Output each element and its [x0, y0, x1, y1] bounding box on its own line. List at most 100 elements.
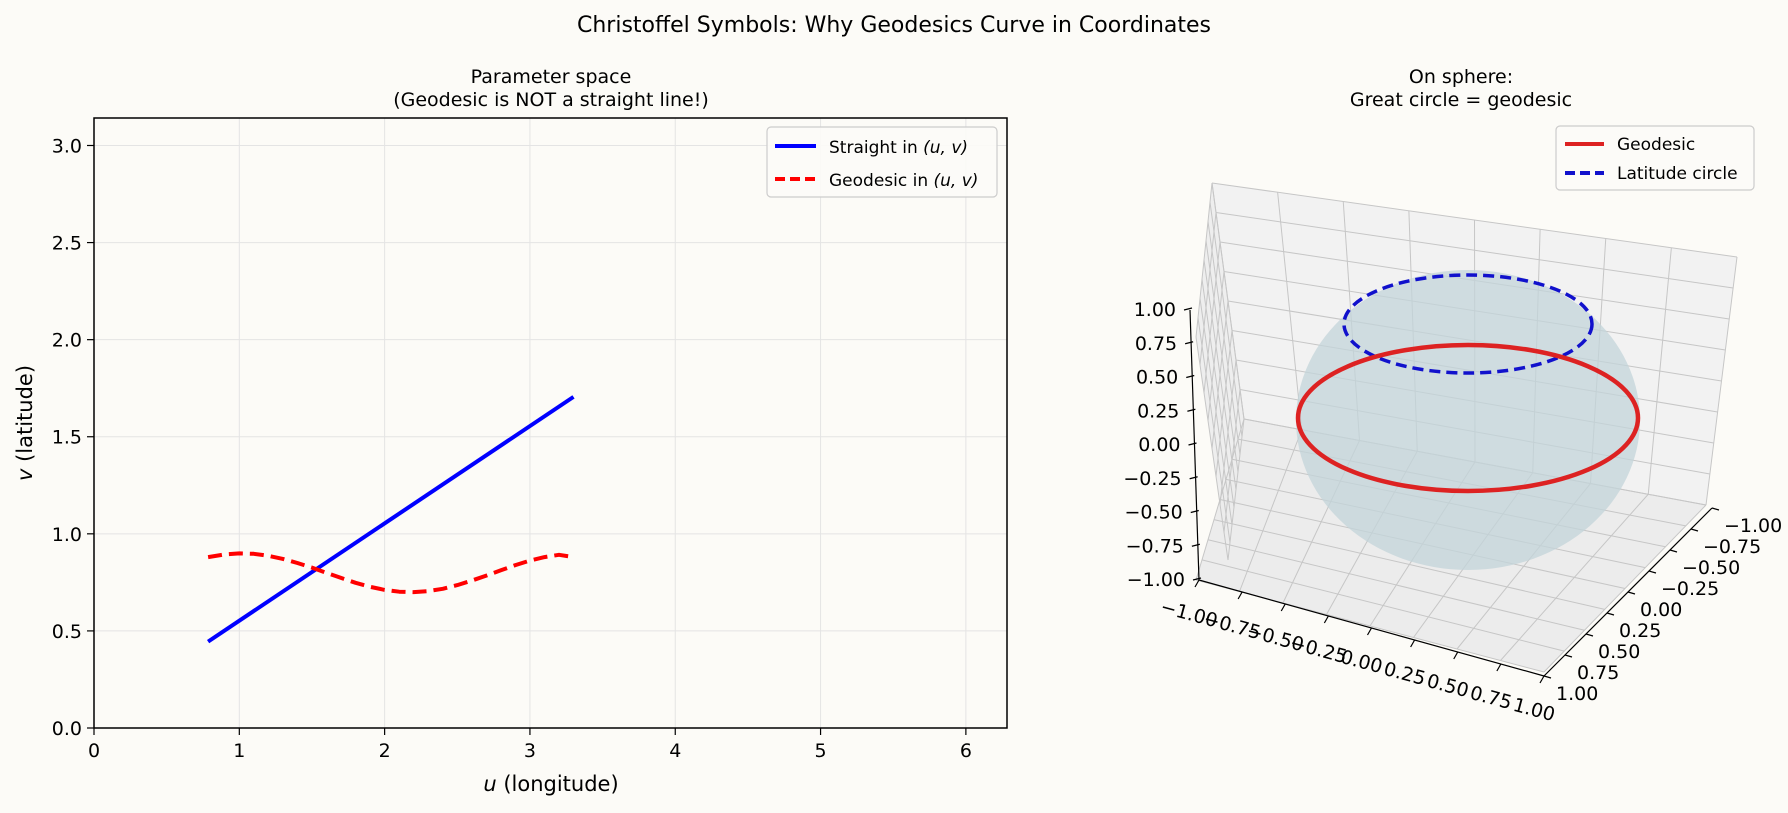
back-wall-gridline — [1205, 240, 1239, 472]
z-tick-mark — [1191, 543, 1201, 547]
left-grid — [93, 118, 1007, 729]
z-ticks: −1.00 −0.75 −0.50 −0.25 0.00 0.25 0.50 0.75 1.00 — [1123, 299, 1202, 591]
z-axis-line — [1189, 309, 1200, 581]
geodesic-curve — [1295, 342, 1641, 494]
x3d-tick-mark — [1539, 675, 1545, 684]
left-x-axis-text: (longitude) — [497, 772, 619, 796]
right-legend: Geodesic Latitude circle — [1555, 125, 1755, 191]
y-tick-label: 1.5 — [52, 427, 82, 449]
y3d-tick-label: −0.75 — [1703, 536, 1761, 558]
right-wall-gridline — [1647, 247, 1672, 495]
x3d-tick-mark — [1366, 627, 1373, 636]
z-tick-label: 0.50 — [1136, 367, 1178, 389]
x3d-tick-mark — [1323, 615, 1329, 624]
x3d-tick-mark — [1453, 651, 1459, 660]
right-chart-title-line2: Great circle = geodesic — [1350, 89, 1572, 111]
left-x-axis-var: u — [483, 772, 496, 796]
parameter-space-chart: Parameter space (Geodesic is NOT a strai… — [13, 66, 1008, 796]
y3d-tick-label: −0.50 — [1682, 557, 1740, 579]
z-tick-mark — [1190, 509, 1199, 514]
z-tick-label: −1.00 — [1127, 569, 1185, 591]
left-y-axis-label: v (latitude) — [13, 365, 37, 481]
z-tick-label: −0.50 — [1125, 502, 1183, 524]
left-x-axis-label: u (longitude) — [483, 772, 618, 796]
x3d-tick-mark — [1280, 603, 1286, 612]
x3d-tick-mark — [1194, 579, 1200, 588]
x-tick-label: 4 — [669, 740, 681, 762]
left-y-axis-text: (latitude) — [13, 365, 37, 469]
y-tick-label: 2.5 — [52, 233, 82, 255]
y3d-tick-label: 0.25 — [1619, 620, 1661, 642]
y3d-tick-mark — [1669, 549, 1678, 553]
back-wall-gridline — [1215, 330, 1233, 477]
y3d-tick-mark — [1606, 612, 1615, 616]
x3d-tick-mark — [1496, 663, 1502, 672]
left-chart-title-line1: Parameter space — [471, 66, 632, 88]
left-y-ticks: 0.0 0.5 1.0 1.5 2.0 2.5 3.0 — [52, 135, 94, 740]
x3d-tick-label: 1.00 — [1511, 694, 1558, 726]
left-legend-straight-text: Straight in — [829, 138, 923, 158]
y-ticks: −1.00−0.75−0.50−0.250.000.250.500.751.00 — [1543, 507, 1782, 705]
floor-gridline — [1543, 504, 1707, 673]
left-legend-straight-math: (u, v) — [923, 138, 968, 158]
x-tick-label: 2 — [379, 740, 391, 762]
x-tick-label: 3 — [524, 740, 536, 762]
y3d-tick-label: 0.75 — [1577, 662, 1619, 684]
z-tick-label: 0.00 — [1138, 434, 1180, 456]
z-tick-mark — [1192, 577, 1202, 581]
z-tick-label: −0.75 — [1126, 535, 1184, 557]
z-tick-mark — [1183, 307, 1193, 311]
geodesic-series — [207, 551, 574, 595]
back-wall-gridline — [1203, 259, 1237, 490]
y3d-tick-label: 0.00 — [1640, 599, 1682, 621]
left-legend: Straight in (u, v) Geodesic in (u, v) — [766, 126, 998, 198]
left-legend-label-geodesic: Geodesic in (u, v) — [829, 171, 978, 191]
x3d-tick-label: 0.50 — [1424, 670, 1471, 702]
y3d-tick-mark — [1564, 654, 1573, 658]
back-wall-gridline — [1207, 221, 1241, 455]
right-wall-gridline — [1705, 256, 1738, 506]
left-y-axis-var: v — [13, 468, 37, 481]
y3d-tick-label: 0.50 — [1598, 641, 1640, 663]
y3d-tick-mark — [1585, 633, 1594, 637]
y3d-tick-mark — [1690, 528, 1699, 532]
z-tick-mark — [1189, 476, 1198, 480]
y-tick-label: 2.0 — [52, 330, 82, 352]
left-legend-geodesic-math: (u, v) — [934, 171, 979, 191]
z-tick-label: −0.25 — [1123, 468, 1181, 490]
x-tick-label: 5 — [815, 740, 827, 762]
y-tick-label: 1.0 — [52, 524, 82, 546]
x3d-tick-label: 0.75 — [1468, 682, 1515, 714]
y3d-tick-mark — [1648, 570, 1657, 574]
z-tick-mark — [1186, 374, 1195, 379]
right-chart-title-line1: On sphere: — [1409, 66, 1513, 88]
x3d-tick-label: 0.25 — [1381, 658, 1428, 690]
right-legend-label-geodesic: Geodesic — [1617, 135, 1695, 155]
left-chart-title-line2: (Geodesic is NOT a straight line!) — [393, 89, 709, 111]
z-tick-label: 0.25 — [1137, 400, 1179, 422]
right-legend-box — [1555, 125, 1755, 191]
straight-line-series — [206, 395, 575, 644]
latitude-circle-curve — [1342, 273, 1594, 375]
x3d-tick-label: 0.00 — [1338, 646, 1385, 678]
y3d-tick-mark — [1627, 591, 1636, 595]
floor-gridline — [1500, 493, 1649, 661]
right-legend-label-latitude: Latitude circle — [1617, 164, 1738, 184]
sphere-3d-chart: On sphere: Great circle = geodesic −1.00… — [1123, 66, 1782, 726]
z-tick-label: 1.00 — [1134, 299, 1176, 321]
x-tick-label: 0 — [88, 740, 100, 762]
left-legend-box — [766, 126, 998, 198]
left-legend-label-straight: Straight in (u, v) — [829, 138, 968, 158]
left-plot-frame — [93, 117, 1008, 729]
y3d-tick-mark — [1543, 675, 1552, 679]
z-tick-mark — [1184, 341, 1194, 345]
back-wall-gridline — [1219, 359, 1237, 505]
y3d-tick-label: −1.00 — [1724, 515, 1782, 537]
y-tick-label: 0.0 — [52, 718, 82, 740]
figure-title: Christoffel Symbols: Why Geodesics Curve… — [577, 13, 1211, 38]
y-tick-label: 0.5 — [52, 621, 82, 643]
left-x-ticks: 0 1 2 3 4 5 6 — [88, 728, 972, 762]
left-legend-geodesic-text: Geodesic in — [829, 171, 934, 191]
y-tick-label: 3.0 — [52, 135, 82, 157]
